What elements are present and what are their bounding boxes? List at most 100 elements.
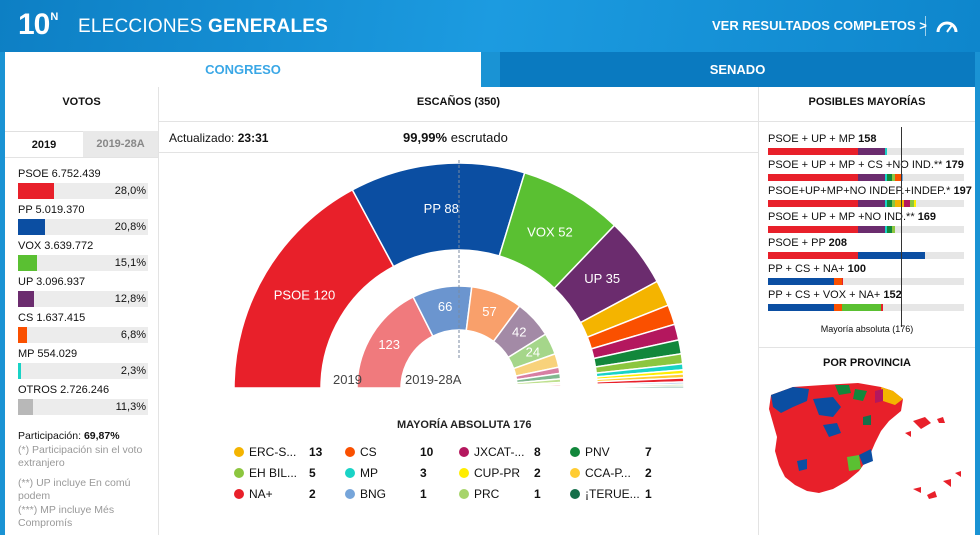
tab-senado[interactable]: SENADO — [500, 52, 975, 87]
map-canary[interactable] — [913, 471, 961, 499]
speedometer-icon[interactable] — [935, 18, 959, 34]
seat-segment-label: VOX 52 — [527, 225, 573, 240]
legend-item[interactable]: MP 3 — [345, 466, 427, 480]
vote-bar-fill — [18, 327, 27, 343]
map-pp-north[interactable] — [771, 387, 809, 413]
vote-bar: 11,3% — [18, 399, 148, 415]
legend-swatch — [459, 447, 469, 457]
legend-party: CS — [360, 445, 377, 459]
legend-item[interactable]: JXCAT-... 8 — [459, 445, 541, 459]
tab-congreso[interactable]: CONGRESO — [5, 52, 481, 87]
seats-heading: ESCAÑOS (350) — [416, 96, 501, 108]
majority-bar — [768, 252, 964, 259]
legend-seats: 3 — [420, 466, 427, 480]
majority-bar-segment — [887, 226, 893, 233]
legend-item[interactable]: PRC 1 — [459, 487, 541, 501]
legend-party: PRC — [474, 487, 500, 501]
vote-party-label: OTROS 2.726.246 — [18, 384, 110, 396]
majority-bar-segment — [892, 226, 896, 233]
map-vox-murcia[interactable] — [847, 455, 861, 471]
majority-bar — [768, 226, 964, 233]
vote-party-label: MP 554.029 — [18, 348, 78, 360]
vote-party-label: VOX 3.639.772 — [18, 240, 94, 252]
majority-total: 152 — [883, 289, 902, 301]
majority-parties: PP + CS + VOX + NA+ — [768, 289, 884, 301]
majority-row[interactable]: PSOE + UP + MP + CS +NO IND.** 179 — [768, 159, 964, 181]
majority-row[interactable]: PSOE+UP+MP+NO INDEP.+INDEP.* 197 — [768, 185, 972, 207]
majority-bar-segment — [884, 200, 888, 207]
majority-parties: PSOE + UP + MP +NO IND.** — [768, 211, 918, 223]
majority-label: PSOE + UP + MP + CS +NO IND.** 179 — [768, 159, 964, 171]
majority-row[interactable]: PSOE + UP + MP +NO IND.** 169 — [768, 211, 964, 233]
majority-bar — [768, 148, 964, 155]
vote-bar-fill — [18, 183, 54, 199]
main-content: VOTOS 2019 2019-28A PSOE 6.752.439 28,0% P… — [5, 87, 975, 535]
label-2019-28a: 2019-28A — [405, 372, 462, 387]
full-results-link[interactable]: VER RESULTADOS COMPLETOS > — [712, 18, 927, 33]
vote-bar-fill — [18, 291, 35, 307]
legend-item[interactable]: CCA-P... 2 — [570, 466, 652, 480]
majority-row[interactable]: PP + CS + VOX + NA+ 152 — [768, 289, 964, 311]
legend-item[interactable]: EH BIL... 5 — [234, 466, 316, 480]
majority-label: PSOE+UP+MP+NO INDEP.+INDEP.* 197 — [768, 185, 972, 197]
legend-seats: 2 — [645, 466, 652, 480]
legend-item[interactable]: CUP-PR 2 — [459, 466, 541, 480]
majority-row[interactable]: PSOE + UP + MP 158 — [768, 133, 964, 155]
year-tab-2019-28a[interactable]: 2019-28A — [83, 131, 158, 157]
scrutiny-pct: 99,99% — [403, 130, 448, 145]
majority-bar-segment — [834, 278, 842, 285]
majority-bar-segment — [858, 148, 885, 155]
vote-row: PP 5.019.370 20,8% — [18, 204, 148, 235]
map-pp-castilla[interactable] — [813, 397, 841, 417]
map-navarra[interactable] — [853, 389, 867, 401]
legend-item[interactable]: NA+ 2 — [234, 487, 316, 501]
majority-row[interactable]: PP + CS + NA+ 100 — [768, 263, 964, 285]
majority-bar — [768, 304, 964, 311]
vote-pct: 28,0% — [114, 185, 146, 197]
seat-segment--terue-[interactable] — [596, 385, 685, 389]
map-pnv[interactable] — [835, 385, 851, 395]
map-pp-murcia[interactable] — [859, 449, 873, 465]
vote-row: MP 554.029 2,3% — [18, 348, 148, 379]
map-pp-andalucia[interactable] — [797, 459, 807, 471]
majority-parties: PP + CS + NA+ — [768, 263, 848, 275]
logo[interactable]: 10 N — [18, 10, 58, 40]
spain-province-map[interactable] — [763, 377, 963, 527]
map-teruel[interactable] — [863, 415, 871, 425]
majority-total: 169 — [917, 211, 937, 223]
majority-bar-segment — [858, 200, 885, 207]
map-catalonia[interactable] — [881, 387, 903, 405]
majority-total: 179 — [945, 159, 964, 171]
vote-pct: 15,1% — [114, 257, 146, 269]
majority-bar-segment — [768, 148, 859, 155]
majority-total: 100 — [847, 263, 866, 275]
note-up: (**) UP incluye En comú podem — [18, 477, 131, 502]
legend-swatch — [570, 468, 580, 478]
map-lleida[interactable] — [875, 389, 883, 403]
legend-swatch — [345, 447, 355, 457]
majority-bar-segment — [858, 174, 885, 181]
vote-row: PSOE 6.752.439 28,0% — [18, 168, 148, 199]
legend-item[interactable]: PNV 7 — [570, 445, 652, 459]
year-tab-2019[interactable]: 2019 — [5, 131, 83, 157]
legend-swatch — [345, 489, 355, 499]
legend-party: ¡TERUE... — [585, 487, 640, 501]
legend-item[interactable]: ERC-S... 13 — [234, 445, 322, 459]
legend-item[interactable]: BNG 1 — [345, 487, 427, 501]
map-balearic[interactable] — [905, 417, 945, 437]
seat-segment-label: 42 — [512, 324, 526, 339]
page-title: ELECCIONES GENERALES — [78, 16, 328, 38]
seat-segment-comprom-s[interactable] — [516, 386, 562, 389]
legend-seats: 1 — [534, 487, 541, 501]
scrutiny-label: escrutado — [450, 130, 508, 145]
vote-bar: 6,8% — [18, 327, 148, 343]
map-pp-center[interactable] — [823, 423, 841, 437]
legend-swatch — [459, 468, 469, 478]
majority-row[interactable]: PSOE + PP 208 — [768, 237, 964, 259]
page-title-light: ELECCIONES — [78, 16, 208, 37]
legend-item[interactable]: CS 10 — [345, 445, 433, 459]
legend-item[interactable]: ¡TERUE... 1 — [570, 487, 652, 501]
seat-segment-label: PP 88 — [424, 201, 459, 216]
majority-bar-segment — [904, 200, 911, 207]
majority-label: PP + CS + VOX + NA+ 152 — [768, 289, 964, 301]
